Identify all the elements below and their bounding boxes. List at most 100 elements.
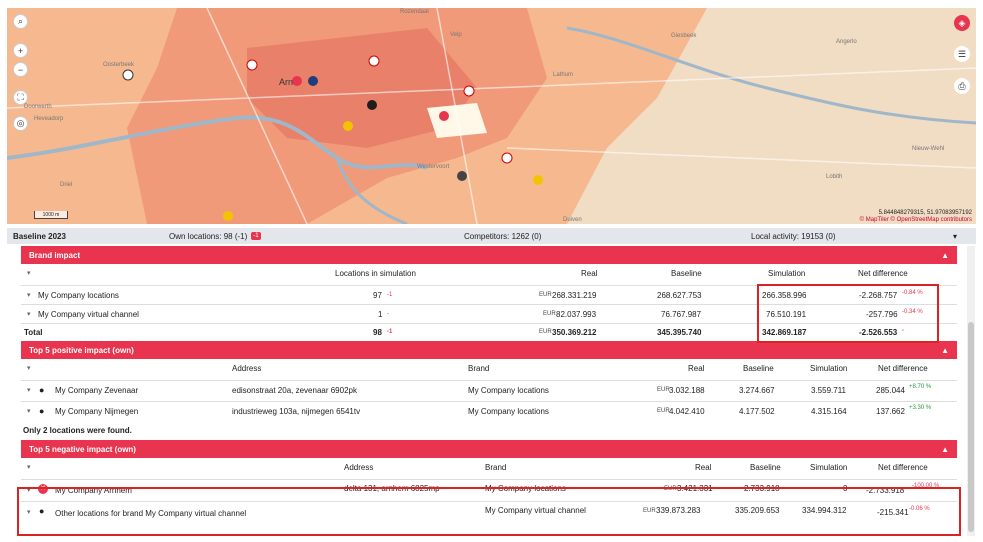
map-pin-icon: ● bbox=[39, 406, 45, 416]
map-label: Lobith bbox=[826, 174, 843, 180]
simulation-value: 3.559.711 bbox=[811, 386, 846, 395]
col-header: Simulation bbox=[810, 364, 848, 373]
arnhem-marker[interactable] bbox=[292, 76, 302, 86]
chevron-down-icon[interactable]: ▾ bbox=[27, 365, 31, 372]
col-header: Real bbox=[581, 269, 598, 278]
location-name: Other locations for brand My Company vir… bbox=[55, 509, 247, 518]
currency: EUR bbox=[643, 508, 656, 514]
map-label: Oosterbeek bbox=[103, 62, 135, 68]
col-header: Baseline bbox=[750, 463, 781, 472]
table-row[interactable]: ▾ My Company locations 97 -1 EUR 268.331… bbox=[21, 286, 957, 305]
own-locations-text: Own locations: 98 (-1) bbox=[169, 231, 248, 241]
scenario-title: Baseline 2023 bbox=[13, 231, 66, 241]
brand: My Company locations bbox=[468, 386, 549, 395]
chevron-down-icon[interactable]: ▾ bbox=[27, 270, 31, 277]
net-value: 137.662 bbox=[876, 407, 905, 416]
col-header: Simulation bbox=[768, 269, 806, 278]
status-expand-button[interactable]: ▾ bbox=[953, 231, 958, 241]
simulation-value: 76.510.191 bbox=[766, 310, 807, 319]
collapse-icon[interactable]: ▲ bbox=[941, 250, 949, 260]
map-label: Duiven bbox=[563, 217, 582, 223]
chevron-down-icon[interactable]: ▾ bbox=[27, 464, 31, 471]
brand-name: My Company virtual channel bbox=[38, 310, 139, 319]
simulation-value: 266.358.996 bbox=[762, 291, 807, 300]
results-note: Only 2 locations were found. bbox=[23, 426, 132, 435]
results-panel: Brand impact ▲ ▾ Locations in simulation … bbox=[21, 246, 957, 524]
map-label: Giesbeek bbox=[671, 33, 697, 39]
local-activity: Local activity: 19153 (0) bbox=[751, 231, 836, 241]
total-label: Total bbox=[24, 328, 43, 337]
col-header: Brand bbox=[485, 463, 507, 472]
scrollbar-thumb[interactable] bbox=[968, 322, 974, 532]
currency: EUR bbox=[539, 292, 552, 298]
currency: EUR bbox=[657, 387, 670, 393]
chevron-down-icon[interactable]: ▾ bbox=[27, 509, 31, 516]
table-header: ▾ Address Brand Real Baseline Simulation… bbox=[21, 359, 957, 381]
positive-impact-header[interactable]: Top 5 positive impact (own) ▲ bbox=[21, 341, 957, 359]
brand-name: My Company locations bbox=[38, 291, 119, 300]
map-coordinates: 5.844848279315, 51.97083957192 bbox=[878, 210, 972, 216]
net-pct: -0.34 % bbox=[902, 309, 923, 315]
chevron-down-icon[interactable]: ▾ bbox=[27, 387, 31, 394]
chevron-down-icon[interactable]: ▾ bbox=[27, 487, 31, 494]
own-locations-badge: -1 bbox=[251, 232, 261, 240]
zoom-in-button[interactable]: + bbox=[13, 43, 28, 58]
chevron-down-icon[interactable]: ▾ bbox=[27, 311, 31, 318]
table-row[interactable]: ▾ ● Other locations for brand My Company… bbox=[21, 502, 957, 524]
col-header: Net difference bbox=[878, 463, 928, 472]
table-header: ▾ Locations in simulation Real Baseline … bbox=[21, 264, 957, 286]
print-icon[interactable]: ⎙ bbox=[954, 78, 970, 94]
chevron-down-icon[interactable]: ▾ bbox=[27, 408, 31, 415]
list-icon[interactable]: ☰ bbox=[954, 46, 970, 62]
brand: My Company virtual channel bbox=[485, 506, 586, 515]
search-icon[interactable]: ⌕ bbox=[13, 14, 28, 29]
currency: EUR bbox=[539, 329, 552, 335]
table-row[interactable]: ▾ My Company virtual channel 1 - EUR 82.… bbox=[21, 305, 957, 324]
map-label: Heveadorp bbox=[34, 116, 64, 122]
map-label: Westervoort bbox=[417, 164, 450, 170]
map-label: Velp bbox=[450, 32, 462, 38]
table-row[interactable]: ▾ ● My Company Zevenaar edisonstraat 20a… bbox=[21, 381, 957, 402]
chevron-down-icon[interactable]: ▾ bbox=[27, 292, 31, 299]
competitors-count: Competitors: 1262 (0) bbox=[464, 231, 542, 241]
location-name: My Company Arnhem bbox=[55, 486, 132, 495]
table-row[interactable]: ▾ ● My Company Nijmegen industrieweg 103… bbox=[21, 402, 957, 423]
baseline-value: 335.209.653 bbox=[735, 506, 780, 515]
loc-count: 97 bbox=[373, 291, 382, 300]
map-view[interactable]: Rozendaal Oosterbeek Arn Velp Lathum Gie… bbox=[7, 8, 976, 224]
removed-icon: ✕ bbox=[38, 484, 48, 494]
loc-count: 98 bbox=[373, 328, 382, 337]
map-label: Doorwerth bbox=[24, 104, 52, 110]
own-locations: Own locations: 98 (-1) -1 bbox=[169, 232, 261, 241]
baseline-value: 345.395.740 bbox=[657, 328, 702, 337]
section-title: Top 5 positive impact (own) bbox=[29, 345, 134, 355]
col-header: Net difference bbox=[878, 364, 928, 373]
net-value: 285.044 bbox=[876, 386, 905, 395]
map-attribution[interactable]: © MapTiler © OpenStreetMap contributors bbox=[859, 217, 972, 223]
address: delta 131, arnhem 6825mp bbox=[344, 484, 440, 493]
fullscreen-icon[interactable]: ⛶ bbox=[13, 90, 28, 105]
loc-delta: - bbox=[387, 311, 389, 317]
collapse-icon[interactable]: ▲ bbox=[941, 444, 949, 454]
negative-impact-header[interactable]: Top 5 negative impact (own) ▲ bbox=[21, 440, 957, 458]
net-pct: -0.84 % bbox=[902, 290, 923, 296]
col-header: Brand bbox=[468, 364, 490, 373]
locate-icon[interactable]: ◎ bbox=[13, 116, 28, 131]
currency: EUR bbox=[543, 311, 556, 317]
layers-icon[interactable]: ◈ bbox=[954, 15, 970, 31]
baseline-value: 3.274.667 bbox=[739, 386, 775, 395]
loc-delta: -1 bbox=[387, 329, 393, 335]
map-pin-icon: ● bbox=[39, 385, 45, 395]
collapse-icon[interactable]: ▲ bbox=[941, 345, 949, 355]
col-header: Simulation bbox=[810, 463, 848, 472]
table-row[interactable]: ▾ ✕ My Company Arnhem delta 131, arnhem … bbox=[21, 480, 957, 502]
col-header: Locations in simulation bbox=[335, 269, 416, 278]
net-pct: - bbox=[902, 328, 904, 334]
simulation-value: 334.994.312 bbox=[802, 506, 847, 515]
real-value: 4.042.410 bbox=[669, 407, 705, 416]
net-pct: +3.30 % bbox=[909, 405, 932, 411]
brand-impact-header[interactable]: Brand impact ▲ bbox=[21, 246, 957, 264]
section-title: Top 5 negative impact (own) bbox=[29, 444, 136, 454]
real-value: 82.037.993 bbox=[556, 310, 597, 319]
zoom-out-button[interactable]: − bbox=[13, 62, 28, 77]
